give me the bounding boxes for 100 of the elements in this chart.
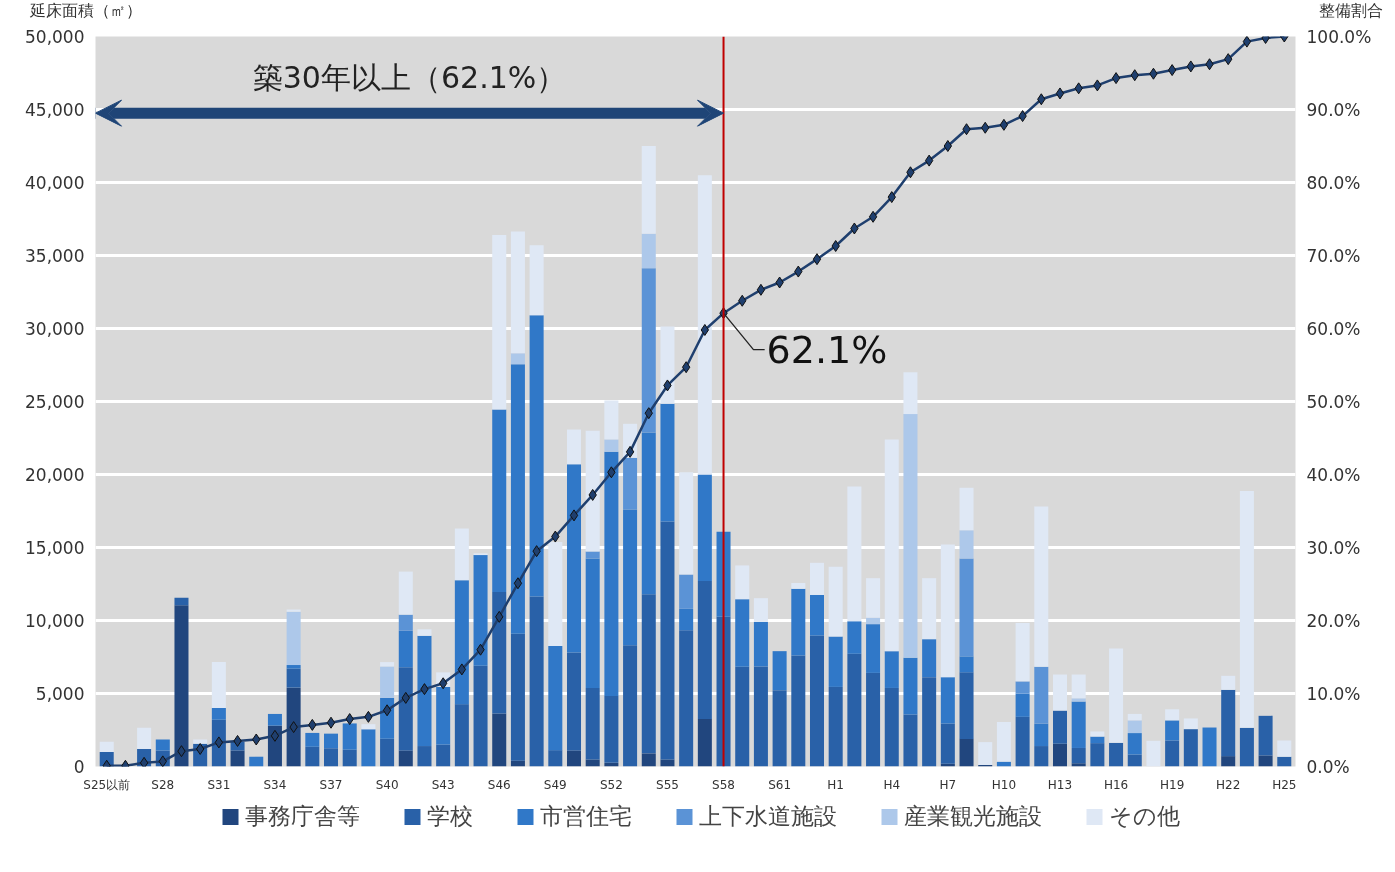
x-tick-label: S28: [151, 777, 175, 792]
bar: [847, 653, 862, 767]
bar: [324, 733, 339, 749]
bar: [286, 611, 301, 666]
bar: [230, 750, 245, 767]
bar: [940, 544, 955, 678]
bar: [940, 723, 955, 764]
bar: [847, 486, 862, 622]
bar: [660, 326, 675, 404]
y-tick-label: 30,000: [25, 319, 85, 339]
y-tick-label: 20,000: [25, 465, 85, 485]
bar: [772, 651, 787, 691]
bar: [996, 721, 1011, 762]
legend-label: 産業観光施設: [904, 801, 1042, 831]
bar: [809, 635, 824, 767]
bar: [585, 558, 600, 689]
bar: [1277, 756, 1292, 767]
bar: [884, 651, 899, 688]
x-tick-label: H22: [1216, 777, 1241, 792]
bar: [1015, 716, 1030, 767]
bar: [510, 633, 525, 761]
bar: [922, 677, 937, 767]
bar: [959, 656, 974, 673]
x-tick-label: S34: [263, 777, 287, 792]
bar: [809, 594, 824, 636]
bar: [1258, 755, 1273, 767]
bar: [286, 665, 301, 669]
bar: [585, 759, 600, 767]
x-tick-label: S43: [431, 777, 455, 792]
bar: [155, 739, 170, 751]
x-tick-label: H16: [1103, 777, 1129, 792]
bar: [174, 597, 189, 606]
bar: [1034, 666, 1049, 724]
bar: [697, 175, 712, 475]
x-tick-label: S49: [543, 777, 567, 792]
x-tick-label: H1: [827, 777, 845, 792]
x-tick-label: S46: [487, 777, 511, 792]
bar: [567, 429, 582, 465]
bar: [679, 608, 694, 631]
bar: [174, 605, 189, 767]
x-tick-label: S37: [319, 777, 343, 792]
bar: [454, 580, 469, 705]
bar: [828, 686, 843, 767]
bar: [660, 403, 675, 522]
y2-tick-label: 0.0%: [1306, 756, 1350, 777]
y-tick-label: 0: [73, 757, 85, 777]
bar: [922, 639, 937, 678]
bar: [492, 592, 507, 714]
bar: [398, 630, 413, 668]
annotation: 62.1%: [766, 327, 888, 372]
y2-tick-label: 10.0%: [1306, 683, 1361, 704]
bar: [791, 588, 806, 656]
x-tick-label: S52: [599, 777, 623, 792]
bar: [454, 704, 469, 767]
y-tick-label: 50,000: [25, 27, 85, 47]
bar: [473, 665, 488, 767]
bar: [623, 509, 638, 646]
bar: [1071, 698, 1086, 702]
bar: [735, 565, 750, 600]
bar: [417, 635, 432, 747]
bar: [1165, 740, 1180, 767]
bar: [1109, 648, 1124, 743]
bar: [959, 738, 974, 767]
bar: [847, 621, 862, 654]
bar: [697, 474, 712, 582]
bar: [1052, 710, 1067, 744]
bar: [380, 666, 395, 698]
bar: [903, 714, 918, 767]
bar: [211, 708, 226, 720]
bar: [809, 562, 824, 595]
bar: [1258, 715, 1273, 756]
bar: [548, 750, 563, 767]
bar: [660, 759, 675, 767]
bar: [510, 353, 525, 365]
bar: [884, 439, 899, 652]
bar: [436, 744, 451, 767]
x-tick-label: S61: [768, 777, 792, 792]
bar: [529, 315, 544, 597]
bar: [604, 400, 619, 440]
bar: [1052, 674, 1067, 711]
legend-label: その他: [1109, 801, 1180, 831]
bar: [1034, 746, 1049, 767]
bar: [398, 571, 413, 615]
bar: [548, 645, 563, 751]
y2-tick-label: 90.0%: [1306, 99, 1361, 120]
bar: [342, 749, 357, 767]
y2-tick-label: 60.0%: [1306, 318, 1361, 339]
bar: [1277, 740, 1292, 757]
bar: [492, 235, 507, 410]
bar: [361, 729, 376, 767]
bar: [623, 645, 638, 767]
bar: [454, 528, 469, 581]
bar: [417, 746, 432, 767]
x-tick-label: S55: [656, 777, 679, 792]
bar: [1165, 720, 1180, 741]
bar: [641, 146, 656, 234]
bar: [1146, 740, 1161, 767]
bar: [697, 581, 712, 719]
y-tick-label: 45,000: [25, 100, 85, 120]
bar: [641, 268, 656, 433]
